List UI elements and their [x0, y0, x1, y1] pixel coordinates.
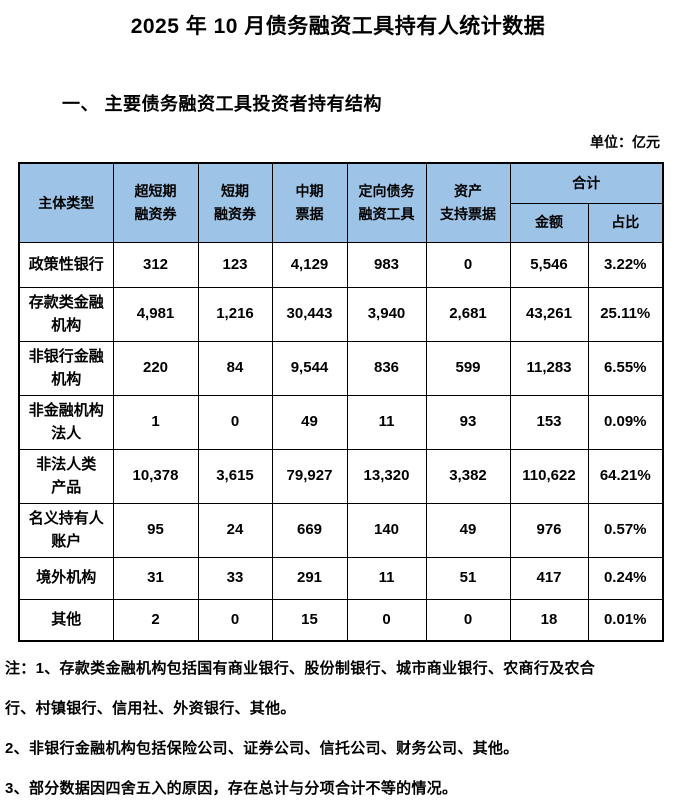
table-row-overseas-institutions: 境外机构 31 33 291 11 51 417 0.24% — [18, 556, 664, 600]
cell-abn: 93 — [425, 394, 511, 450]
cell-ppn: 13,320 — [346, 448, 427, 504]
cell-total-share: 6.55% — [587, 340, 664, 396]
cell-scp: 31 — [112, 556, 199, 600]
cell-abn: 49 — [425, 502, 511, 558]
cell-scp: 4,981 — [112, 286, 199, 342]
column-header-ppn: 定向债务 融资工具 — [346, 162, 427, 243]
cell-scp: 95 — [112, 502, 199, 558]
cell-total-share: 0.01% — [587, 598, 664, 642]
page-title: 2025 年 10 月债务融资工具持有人统计数据 — [130, 15, 546, 38]
column-header-scp: 超短期 融资券 — [112, 162, 199, 243]
unit-label: 单位：亿元 — [590, 134, 660, 150]
note-line: 3、部分数据因四舍五入的原因，存在总计与分项合计不等的情况。 — [5, 780, 458, 797]
cell-scp: 312 — [112, 241, 199, 288]
cell-abn: 51 — [425, 556, 511, 600]
cell-scp: 10,378 — [112, 448, 199, 504]
column-header-abn: 资产 支持票据 — [425, 162, 511, 243]
cell-scp: 2 — [112, 598, 199, 642]
row-label: 非法人类 产品 — [18, 448, 114, 504]
column-header-total-group: 合计 — [509, 162, 664, 204]
cell-total-amount: 417 — [509, 556, 589, 600]
cell-scp: 220 — [112, 340, 199, 396]
note-line: 注：1、存款类金融机构包括国有商业银行、股份制银行、城市商业银行、农商行及农合 — [5, 660, 596, 677]
cell-mtn: 15 — [271, 598, 348, 642]
section-heading: 一、 主要债务融资工具投资者持有结构 — [62, 94, 382, 114]
column-header-entity-type: 主体类型 — [18, 162, 114, 243]
row-label: 存款类金融 机构 — [18, 286, 114, 342]
cell-mtn: 669 — [271, 502, 348, 558]
cell-cp: 3,615 — [197, 448, 273, 504]
cell-abn: 0 — [425, 241, 511, 288]
cell-total-amount: 5,546 — [509, 241, 589, 288]
cell-cp: 0 — [197, 598, 273, 642]
row-label: 非银行金融 机构 — [18, 340, 114, 396]
table-row-nonlegal-products: 非法人类 产品 10,378 3,615 79,927 13,320 3,382… — [18, 448, 664, 504]
cell-total-amount: 18 — [509, 598, 589, 642]
column-header-cp: 短期 融资券 — [197, 162, 273, 243]
cell-ppn: 11 — [346, 556, 427, 600]
cell-cp: 1,216 — [197, 286, 273, 342]
cell-mtn: 291 — [271, 556, 348, 600]
cell-ppn: 0 — [346, 598, 427, 642]
cell-scp: 1 — [112, 394, 199, 450]
cell-total-amount: 43,261 — [509, 286, 589, 342]
cell-total-share: 64.21% — [587, 448, 664, 504]
cell-total-share: 0.57% — [587, 502, 664, 558]
table-row-deposit-institutions: 存款类金融 机构 4,981 1,216 30,443 3,940 2,681 … — [18, 286, 664, 342]
cell-ppn: 983 — [346, 241, 427, 288]
cell-mtn: 4,129 — [271, 241, 348, 288]
cell-ppn: 11 — [346, 394, 427, 450]
cell-total-amount: 153 — [509, 394, 589, 450]
cell-abn: 599 — [425, 340, 511, 396]
cell-ppn: 140 — [346, 502, 427, 558]
column-header-total-share: 占比 — [587, 202, 664, 243]
cell-total-amount: 11,283 — [509, 340, 589, 396]
row-label: 政策性银行 — [18, 241, 114, 288]
cell-cp: 84 — [197, 340, 273, 396]
table-row-nonbank-institutions: 非银行金融 机构 220 84 9,544 836 599 11,283 6.5… — [18, 340, 664, 396]
column-header-total-amount: 金额 — [509, 202, 589, 243]
cell-cp: 24 — [197, 502, 273, 558]
cell-cp: 0 — [197, 394, 273, 450]
cell-mtn: 30,443 — [271, 286, 348, 342]
row-label: 境外机构 — [18, 556, 114, 600]
cell-mtn: 49 — [271, 394, 348, 450]
column-header-mtn: 中期 票据 — [271, 162, 348, 243]
cell-cp: 33 — [197, 556, 273, 600]
cell-total-amount: 110,622 — [509, 448, 589, 504]
cell-abn: 3,382 — [425, 448, 511, 504]
table-row-nominal-holder-accounts: 名义持有人 账户 95 24 669 140 49 976 0.57% — [18, 502, 664, 558]
cell-total-share: 0.24% — [587, 556, 664, 600]
row-label: 名义持有人 账户 — [18, 502, 114, 558]
cell-abn: 2,681 — [425, 286, 511, 342]
cell-abn: 0 — [425, 598, 511, 642]
holders-table: 主体类型 超短期 融资券 短期 融资券 中期 票据 定向债务 融资工具 资产 支… — [18, 162, 664, 642]
row-label: 非金融机构 法人 — [18, 394, 114, 450]
row-label: 其他 — [18, 598, 114, 642]
table-row-nonfinancial-legal-persons: 非金融机构 法人 1 0 49 11 93 153 0.09% — [18, 394, 664, 450]
footnotes: 注：1、存款类金融机构包括国有商业银行、股份制银行、城市商业银行、农商行及农合 … — [5, 649, 671, 809]
cell-total-amount: 976 — [509, 502, 589, 558]
cell-total-share: 3.22% — [587, 241, 664, 288]
cell-total-share: 25.11% — [587, 286, 664, 342]
cell-ppn: 836 — [346, 340, 427, 396]
table-row-policy-banks: 政策性银行 312 123 4,129 983 0 5,546 3.22% — [18, 241, 664, 288]
cell-mtn: 79,927 — [271, 448, 348, 504]
note-line: 2、非银行金融机构包括保险公司、证券公司、信托公司、财务公司、其他。 — [5, 740, 519, 757]
note-line: 行、村镇银行、信用社、外资银行、其他。 — [5, 700, 296, 717]
table-row-other: 其他 2 0 15 0 0 18 0.01% — [18, 598, 664, 642]
cell-total-share: 0.09% — [587, 394, 664, 450]
cell-mtn: 9,544 — [271, 340, 348, 396]
cell-cp: 123 — [197, 241, 273, 288]
cell-ppn: 3,940 — [346, 286, 427, 342]
